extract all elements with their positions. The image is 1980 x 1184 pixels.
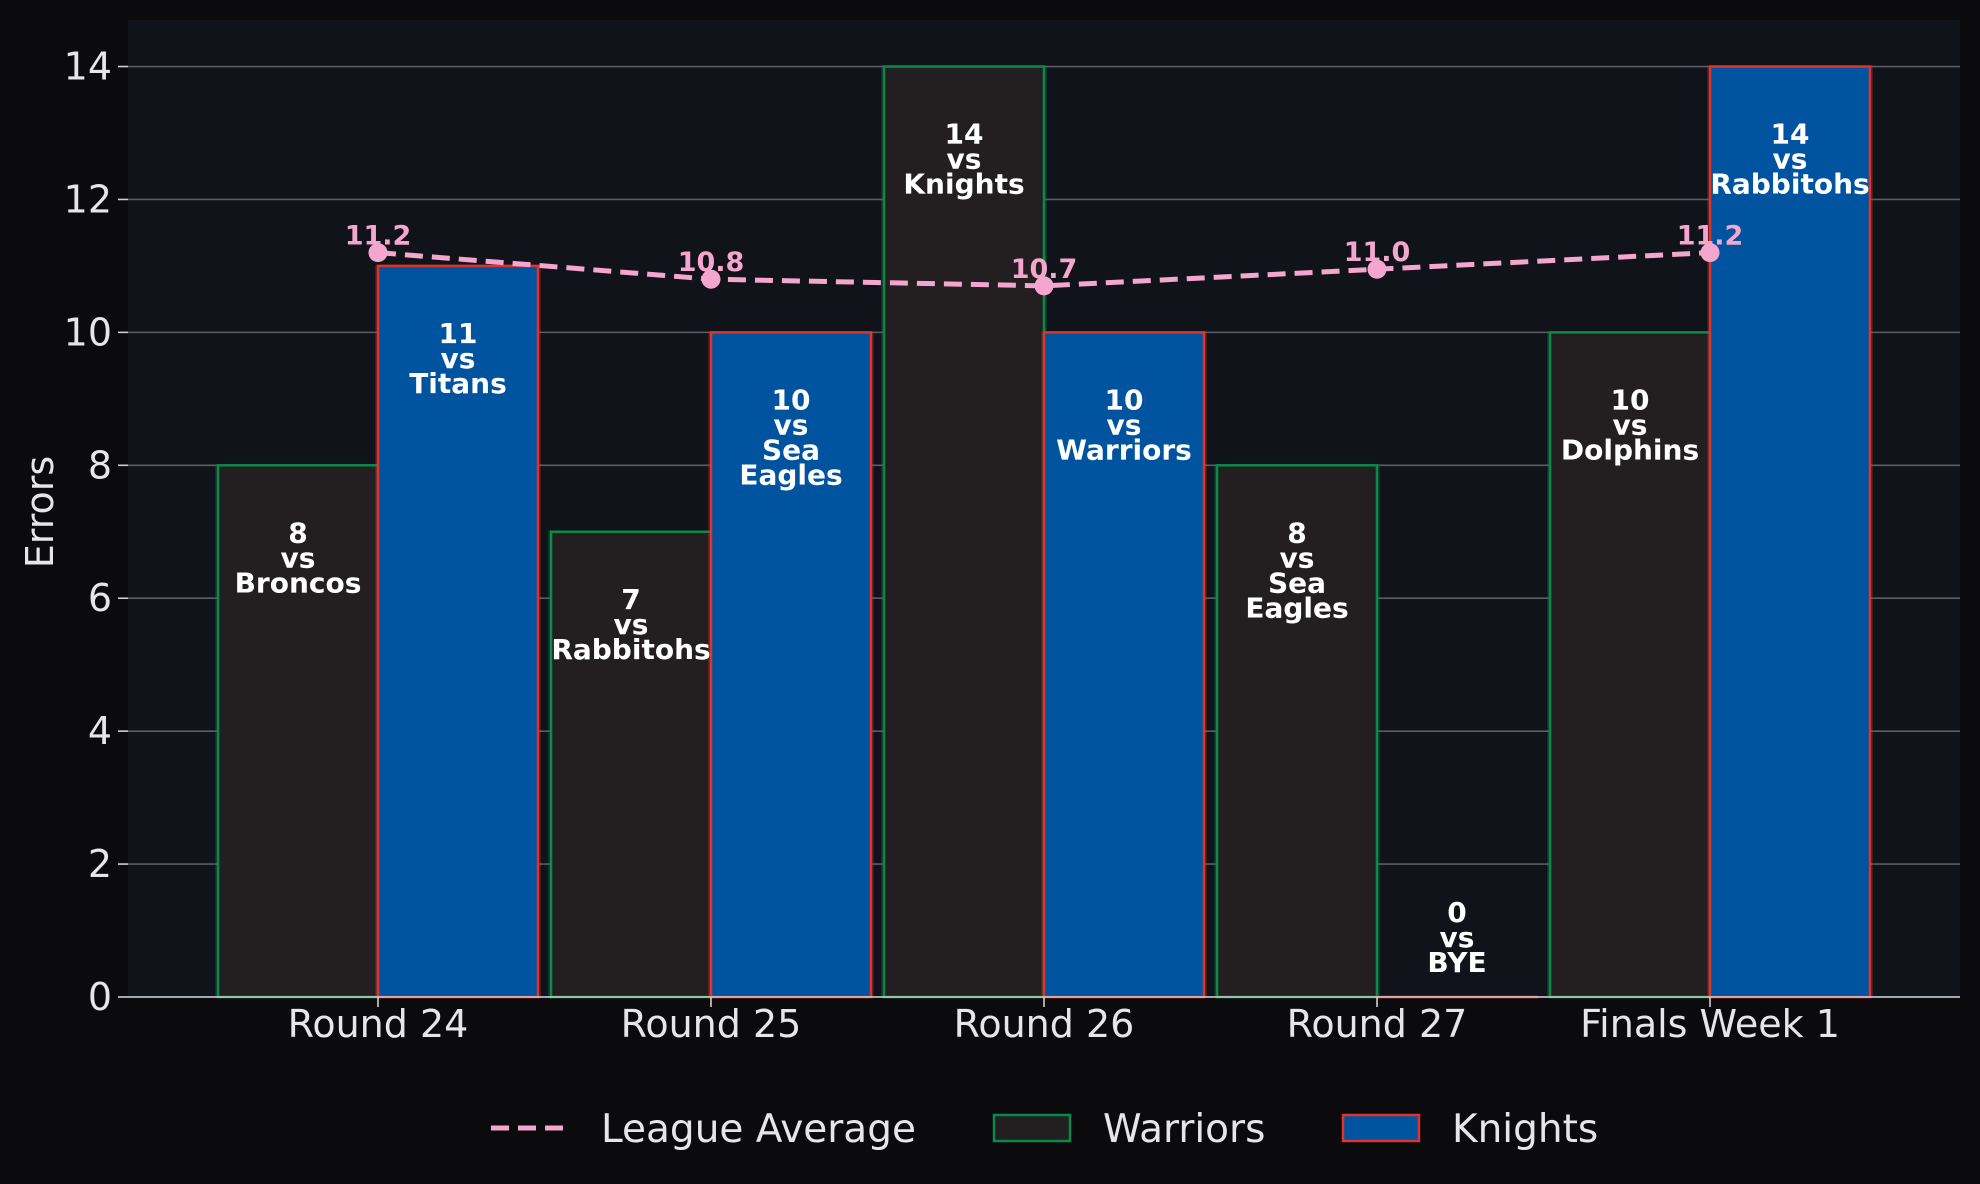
- bar-warriors: [549, 530, 713, 999]
- legend-swatch-warriors: [992, 1113, 1072, 1143]
- y-tick-label: 8: [88, 443, 112, 487]
- x-tick-label: Round 25: [621, 1002, 802, 1046]
- legend-swatch-knights: [1341, 1113, 1421, 1143]
- bar-data-label: 11: [439, 317, 478, 350]
- bar-data-label: 14: [945, 118, 984, 151]
- league-average-label: 10.8: [678, 247, 745, 278]
- league-average-point: [368, 243, 388, 263]
- league-average-label: 11.2: [1677, 221, 1744, 252]
- bar-data-label: Sea: [1268, 566, 1326, 599]
- x-tick-label: Finals Week 1: [1580, 1002, 1840, 1046]
- bars: [215, 65, 1873, 999]
- bar-data-label: Dolphins: [1561, 433, 1699, 466]
- bar-data-label: 10: [772, 383, 811, 416]
- bar-data-label: vs: [1440, 921, 1475, 954]
- bar-data-label: Knights: [903, 168, 1024, 201]
- bar-data-label: 14: [1771, 118, 1810, 151]
- bar-data-label: Titans: [409, 367, 507, 400]
- bar-data-label: vs: [1280, 541, 1315, 574]
- bar-data-label: 0: [1447, 896, 1466, 929]
- bar-data-label: Broncos: [235, 566, 362, 599]
- y-axis-title: Errors: [18, 456, 62, 568]
- bar-knights: [1708, 65, 1872, 999]
- bar-data-label: vs: [614, 608, 649, 641]
- axes: 0 2 4 6 8 10 12 14 Round 24 Round 25 Round 26 Round…: [64, 45, 1960, 1046]
- bar-data-label: vs: [281, 541, 316, 574]
- bar-warriors: [216, 464, 380, 999]
- league-average-line: 11.2 10.8 10.7 11.0 11.2: [345, 221, 1744, 296]
- bar-data-label: Sea: [762, 433, 820, 466]
- x-tick-label: Round 27: [1287, 1002, 1468, 1046]
- y-tick-label: 12: [64, 177, 112, 221]
- y-tick-label: 2: [88, 842, 112, 886]
- league-average-point: [701, 269, 721, 289]
- bar-data-label: 8: [1287, 516, 1306, 549]
- bar-data-label: BYE: [1427, 946, 1486, 979]
- bar-data-label: vs: [1107, 408, 1142, 441]
- bar-data-label: Rabbitohs: [1710, 168, 1869, 201]
- bar-data-label: vs: [1773, 143, 1808, 176]
- bar-data-label: Rabbitohs: [551, 633, 710, 666]
- bar-warriors: [1215, 464, 1379, 999]
- bar-warriors: [882, 65, 1046, 999]
- bar-data-label: vs: [947, 143, 982, 176]
- y-tick-label: 4: [88, 709, 112, 753]
- bar-knights: [1042, 331, 1206, 999]
- bar-data-label: Warriors: [1056, 433, 1192, 466]
- y-tick-label: 6: [88, 576, 112, 620]
- legend-label-league-average: League Average: [601, 1107, 916, 1152]
- league-average-point: [1700, 243, 1720, 263]
- bar-data-label: Eagles: [1245, 591, 1348, 624]
- league-average-point: [1034, 276, 1054, 296]
- league-average-point: [1367, 259, 1387, 279]
- league-average-label: 11.2: [345, 221, 412, 252]
- bar-data-label: 10: [1105, 383, 1144, 416]
- x-tick-label: Round 24: [288, 1002, 469, 1046]
- bar-data-label: vs: [774, 408, 809, 441]
- bar-data-label: 10: [1611, 383, 1650, 416]
- bar-knights: [376, 264, 540, 999]
- bar-data-label: vs: [1613, 408, 1648, 441]
- x-tick-label: Round 26: [954, 1002, 1135, 1046]
- bar-data-label: vs: [441, 342, 476, 375]
- bar-data-label: Eagles: [739, 458, 842, 491]
- league-average-label: 11.0: [1344, 237, 1411, 268]
- y-tick-label: 0: [88, 975, 112, 1019]
- league-average-label: 10.7: [1011, 254, 1078, 285]
- bar-knights: [709, 331, 873, 999]
- bar-data-label: 7: [621, 583, 640, 616]
- legend: League Average Warriors Knights: [491, 1107, 1598, 1152]
- y-tick-label: 10: [64, 310, 112, 354]
- y-tick-label: 14: [64, 45, 112, 89]
- league-average-path: [377, 250, 1711, 289]
- legend-label-knights: Knights: [1452, 1107, 1598, 1152]
- bar-data-label: 8: [288, 516, 307, 549]
- legend-label-warriors: Warriors: [1103, 1107, 1265, 1152]
